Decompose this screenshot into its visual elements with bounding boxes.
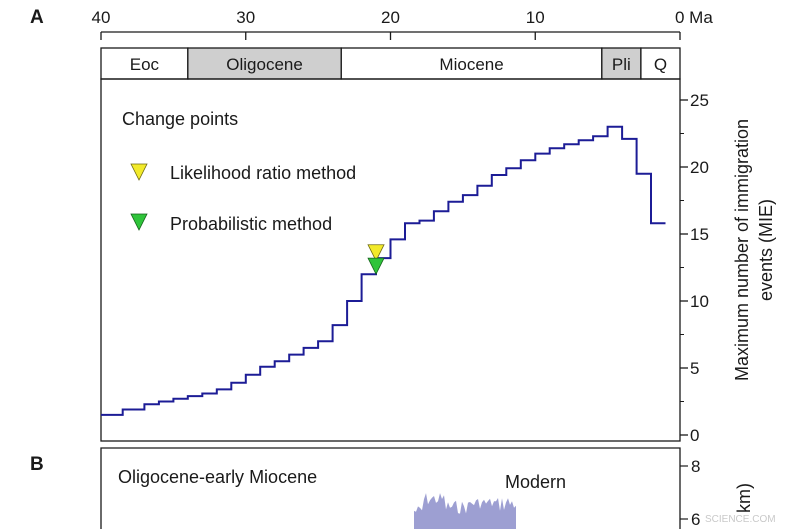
mie-step-line: [101, 125, 666, 416]
mie-tick-label: 25: [690, 91, 709, 110]
panel-b-annotation-oligocene: Oligocene-early Miocene: [118, 467, 317, 487]
panel-a-letter: A: [30, 7, 44, 28]
mie-tick-label: 20: [690, 158, 709, 177]
mie-tick-label: 0: [690, 426, 699, 445]
panel-b-annotation-modern: Modern: [505, 472, 566, 492]
epoch-label: Eoc: [130, 55, 160, 74]
legend-label-probabilistic: Probabilistic method: [170, 214, 332, 234]
legend-marker-probabilistic: [130, 213, 148, 231]
epoch-label: Miocene: [439, 55, 503, 74]
legend-marker-likelihood-ratio: [130, 163, 148, 181]
top-tick-label: 0 Ma: [675, 8, 713, 27]
mie-axis-title-line1: Maximum number of immigration: [732, 119, 752, 381]
panel-a-frame: [100, 78, 681, 442]
top-time-axis: 40 30 20 10 0 Ma: [92, 8, 713, 40]
legend: Change points Likelihood ratio method Pr…: [122, 109, 356, 234]
mie-tick-label: 10: [690, 292, 709, 311]
panel-a: A 40 30 20 10 0 Ma Eoc Oligocene Miocene Pli Q 0…: [30, 7, 776, 445]
legend-label-likelihood-ratio: Likelihood ratio method: [170, 163, 356, 183]
panel-b-letter: B: [30, 454, 44, 475]
mie-tick-label: 15: [690, 225, 709, 244]
modern-elevation-area: [414, 493, 516, 529]
mie-tick-label: 5: [690, 359, 699, 378]
change-point-markers: [367, 244, 385, 276]
panel-b-axis-title: km): [734, 483, 754, 513]
panel-b-frame: [100, 447, 681, 529]
watermark: SCIENCE.COM: [705, 514, 776, 525]
panel-b: B Oligocene-early Miocene Modern 8 6 km): [30, 447, 754, 529]
top-tick-label: 40: [92, 8, 111, 27]
change-point-marker: [367, 257, 385, 276]
epoch-bar: Eoc Oligocene Miocene Pli Q: [100, 47, 681, 80]
top-tick-label: 30: [236, 8, 255, 27]
top-tick-label: 10: [526, 8, 545, 27]
mie-axis-title-line2: events (MIE): [756, 199, 776, 301]
mie-axis: 0 5 10 15 20 25: [680, 91, 709, 445]
top-tick-label: 20: [381, 8, 400, 27]
epoch-cell: [640, 47, 681, 80]
panel-b-tick-label-8: 8: [691, 457, 700, 476]
panel-b-tick-label-6: 6: [691, 510, 700, 529]
epoch-label: Pli: [612, 55, 631, 74]
change-point-marker: [367, 244, 385, 262]
epoch-label: Oligocene: [226, 55, 303, 74]
epoch-label: Q: [654, 55, 667, 74]
legend-title: Change points: [122, 109, 238, 129]
